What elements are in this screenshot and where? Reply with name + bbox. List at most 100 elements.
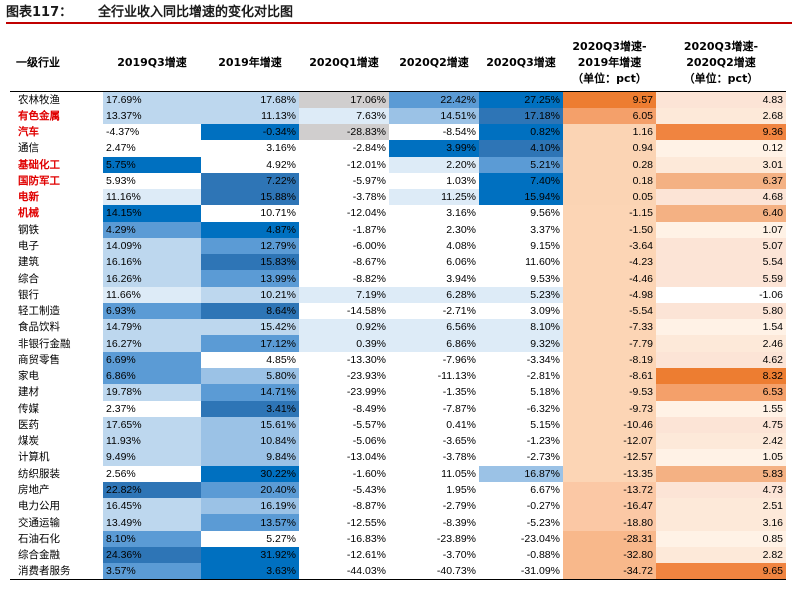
industry-name-cell: 钢铁: [18, 223, 39, 236]
column-header-line: 一级行业: [16, 55, 60, 69]
value-cell: -0.88%: [479, 546, 563, 564]
value-cell: 3.16%: [389, 205, 479, 222]
industry-name-cell: 建筑: [18, 256, 39, 269]
value-cell: 10.84%: [201, 433, 299, 450]
value-cell: -23.89%: [389, 530, 479, 547]
value-cell: 31.92%: [201, 546, 299, 564]
value-cell: -2.81%: [479, 368, 563, 385]
industry-name-cell: 轻工制造: [18, 305, 60, 318]
value-cell: 7.40%: [479, 172, 563, 190]
value-cell: 2.20%: [389, 156, 479, 173]
value-cell: 7.63%: [299, 107, 389, 125]
table-row: 汽车 -4.37% -0.34% -28.83% -8.54% 0.82% 1.16 9.36: [10, 124, 786, 141]
value-cell: 15.88%: [201, 189, 299, 206]
value-cell: -34.72: [563, 563, 656, 580]
value-cell: 9.32%: [479, 335, 563, 352]
table-row: 有色金属 13.37% 11.13% 7.63% 14.51% 17.18% 6.05 2.6…: [10, 107, 786, 125]
value-cell: -28.83%: [299, 124, 389, 141]
column-header-line: 2020Q2增速: [686, 55, 756, 69]
column-header: 2020Q3增速: [479, 34, 563, 92]
value-cell: 5.07: [656, 237, 786, 255]
industry-name-cell: 电新: [18, 191, 39, 204]
value-cell: 4.68: [656, 189, 786, 206]
table-row: 农林牧渔 17.69% 17.68% 17.06% 22.42% 27.25% 9.57 4.…: [10, 91, 786, 108]
value-cell: 10.21%: [201, 286, 299, 303]
table-row: 非银行金融 16.27% 17.12% 0.39% 6.86% 9.32% -7.79 2.4…: [10, 335, 786, 352]
value-cell: 5.93%: [103, 172, 201, 190]
value-cell: 15.61%: [201, 416, 299, 434]
table-row: 纺织服装 2.56% 30.22% -1.60% 11.05% 16.87% -13.35 5…: [10, 465, 786, 482]
table-row: 机械 14.15% 10.71% -12.04% 3.16% 9.56% -1.15 6.40: [10, 205, 786, 222]
value-cell: 0.41%: [389, 416, 479, 434]
value-cell: -6.00%: [299, 237, 389, 255]
industry-name-cell: 有色金属: [18, 109, 60, 122]
value-cell: 3.37%: [479, 221, 563, 238]
value-cell: 3.99%: [389, 140, 479, 157]
industry-name-cell: 传媒: [18, 402, 39, 415]
value-cell: 6.93%: [103, 302, 201, 320]
industry-name-cell: 国防军工: [18, 174, 60, 187]
value-cell: 0.85: [656, 530, 786, 547]
column-header-line: 2020Q3增速-: [572, 39, 647, 53]
value-cell: -5.54: [563, 302, 656, 320]
value-cell: -0.34%: [201, 124, 299, 141]
header-row: 一级行业 2019Q3增速 2019年增速 2020Q1增速 2020Q2增速 2020Q…: [10, 34, 786, 92]
value-cell: 9.57: [563, 91, 656, 108]
value-cell: 15.94%: [479, 189, 563, 206]
table-row: 煤炭 11.93% 10.84% -5.06% -3.65% -1.23% -12.07 2.…: [10, 433, 786, 450]
value-cell: 0.39%: [299, 335, 389, 352]
value-cell: 11.66%: [103, 286, 201, 303]
value-cell: -8.54%: [389, 124, 479, 141]
value-cell: 4.92%: [201, 156, 299, 173]
value-cell: 0.28: [563, 156, 656, 173]
figure-caption: 全行业收入同比增速的变化对比图: [98, 5, 294, 20]
value-cell: 9.53%: [479, 270, 563, 287]
table-row: 石油石化 8.10% 5.27% -16.83% -23.89% -23.04% -28.3…: [10, 530, 786, 547]
value-cell: -5.23%: [479, 514, 563, 531]
column-header-line: （单位：pct）: [683, 71, 759, 85]
value-cell: 6.40: [656, 205, 786, 222]
value-cell: 6.86%: [103, 368, 201, 385]
table-body: 农林牧渔 17.69% 17.68% 17.06% 22.42% 27.25% 9.57 4.…: [10, 91, 786, 580]
table-row: 综合 16.26% 13.99% -8.82% 3.94% 9.53% -4.46 5.59: [10, 270, 786, 287]
value-cell: 2.30%: [389, 221, 479, 238]
value-cell: 5.21%: [479, 156, 563, 173]
table-row: 钢铁 4.29% 4.87% -1.87% 2.30% 3.37% -1.50 1.07: [10, 221, 786, 238]
column-header-line: 2020Q2增速: [399, 55, 469, 69]
value-cell: 11.25%: [389, 189, 479, 206]
industry-name-cell: 非银行金融: [18, 337, 71, 350]
value-cell: 5.83: [656, 465, 786, 482]
value-cell: -8.87%: [299, 498, 389, 515]
value-cell: -13.30%: [299, 351, 389, 369]
value-cell: -8.19: [563, 351, 656, 369]
value-cell: 16.87%: [479, 465, 563, 482]
table-row: 建材 19.78% 14.71% -23.99% -1.35% 5.18% -9.53 6.5…: [10, 384, 786, 401]
column-header-line: 2020Q3增速: [486, 55, 556, 69]
table-row: 电力公用 16.45% 16.19% -8.87% -2.79% -0.27% -16.47…: [10, 498, 786, 515]
value-cell: 14.51%: [389, 107, 479, 125]
value-cell: -5.97%: [299, 172, 389, 190]
value-cell: 6.05: [563, 107, 656, 125]
value-cell: -44.03%: [299, 563, 389, 580]
column-header-line: 2020Q1增速: [309, 55, 379, 69]
value-cell: 3.63%: [201, 563, 299, 580]
value-cell: 14.71%: [201, 384, 299, 401]
value-cell: -31.09%: [479, 563, 563, 580]
value-cell: 17.18%: [479, 107, 563, 125]
value-cell: 20.40%: [201, 481, 299, 499]
industry-name-cell: 电力公用: [18, 500, 60, 513]
value-cell: 11.93%: [103, 433, 201, 450]
value-cell: 22.82%: [103, 481, 201, 499]
value-cell: 0.18: [563, 172, 656, 190]
value-cell: -3.64: [563, 237, 656, 255]
value-cell: -13.35: [563, 465, 656, 482]
table-row: 基础化工 5.75% 4.92% -12.01% 2.20% 5.21% 0.28 3.01: [10, 156, 786, 173]
value-cell: 5.15%: [479, 416, 563, 434]
table-row: 食品饮料 14.79% 15.42% 0.92% 6.56% 8.10% -7.33 1.54: [10, 319, 786, 336]
value-cell: -40.73%: [389, 563, 479, 580]
value-cell: 16.45%: [103, 498, 201, 515]
value-cell: 6.67%: [479, 481, 563, 499]
value-cell: 16.16%: [103, 254, 201, 271]
value-cell: -1.06: [656, 286, 786, 303]
value-cell: -7.96%: [389, 351, 479, 369]
